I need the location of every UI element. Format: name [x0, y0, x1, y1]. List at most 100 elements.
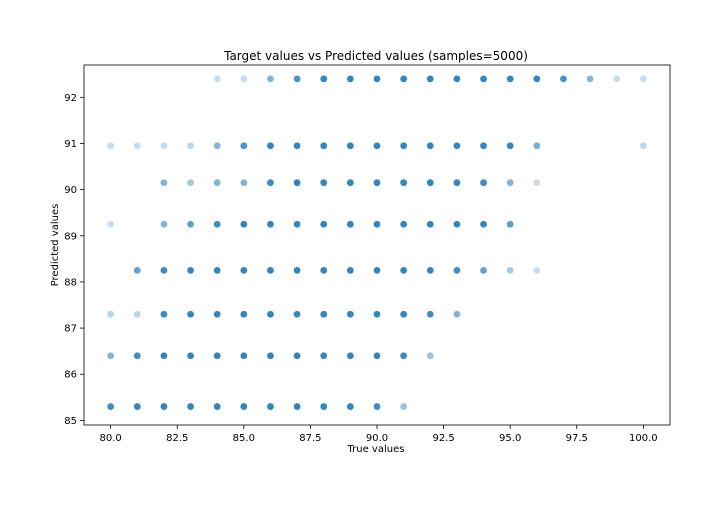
data-point	[267, 220, 274, 228]
y-axis-label: Predicted values	[50, 204, 61, 287]
data-point	[267, 179, 274, 187]
data-point	[533, 266, 541, 274]
data-point	[267, 352, 274, 360]
data-point	[213, 310, 221, 318]
x-tick-label: 95.0	[499, 433, 521, 444]
y-tick-label: 92	[64, 93, 77, 104]
data-point	[373, 142, 381, 150]
data-point	[373, 266, 381, 274]
data-point	[293, 75, 301, 83]
data-point	[160, 220, 168, 228]
data-point	[187, 220, 194, 228]
data-point	[560, 75, 567, 83]
data-point	[453, 142, 461, 150]
data-point	[426, 266, 434, 274]
data-point	[187, 266, 194, 274]
data-point	[346, 179, 354, 187]
data-point	[453, 179, 461, 187]
data-point	[453, 220, 461, 228]
data-point	[133, 310, 141, 318]
data-point	[346, 142, 354, 150]
data-point	[400, 179, 408, 187]
data-point	[506, 220, 514, 228]
data-point	[160, 310, 168, 318]
data-point	[240, 352, 248, 360]
data-point	[240, 179, 248, 187]
data-point	[133, 403, 141, 410]
data-point	[400, 403, 408, 410]
y-tick-label: 89	[64, 231, 77, 242]
data-point	[213, 179, 221, 187]
y-tick-label: 86	[64, 370, 77, 381]
data-point	[267, 403, 274, 410]
y-tick-label: 91	[64, 139, 77, 150]
data-point	[187, 403, 194, 410]
data-point	[267, 310, 274, 318]
data-point	[293, 142, 301, 150]
data-point	[160, 403, 168, 410]
x-tick-label: 85.0	[233, 433, 255, 444]
data-point	[240, 310, 248, 318]
data-point	[613, 75, 621, 83]
data-point	[213, 220, 221, 228]
data-point	[160, 266, 168, 274]
data-point	[133, 142, 141, 150]
data-point	[320, 352, 328, 360]
data-point	[373, 75, 381, 83]
x-tick-label: 97.5	[566, 433, 588, 444]
data-point	[320, 310, 328, 318]
data-point	[533, 179, 541, 187]
data-point	[320, 266, 328, 274]
x-tick-label: 90.0	[366, 433, 388, 444]
data-point	[213, 266, 221, 274]
x-tick-label: 92.5	[432, 433, 454, 444]
data-point	[426, 75, 434, 83]
data-point	[426, 220, 434, 228]
data-point	[320, 220, 328, 228]
data-point	[373, 179, 381, 187]
data-point	[506, 266, 514, 274]
data-point	[267, 266, 274, 274]
data-point	[107, 403, 115, 410]
data-point	[346, 75, 354, 83]
data-point	[240, 142, 248, 150]
data-point	[453, 266, 461, 274]
data-point	[213, 75, 221, 83]
data-point	[533, 75, 541, 83]
data-point	[107, 310, 115, 318]
data-points	[107, 75, 647, 410]
data-point	[373, 220, 381, 228]
y-tick-label: 88	[64, 277, 77, 288]
data-point	[373, 310, 381, 318]
data-point	[480, 75, 487, 83]
data-point	[480, 179, 487, 187]
data-point	[480, 266, 487, 274]
data-point	[187, 310, 194, 318]
data-point	[320, 403, 328, 410]
data-point	[480, 142, 487, 150]
data-point	[267, 75, 274, 83]
data-point	[187, 142, 194, 150]
data-point	[240, 220, 248, 228]
data-point	[293, 266, 301, 274]
data-point	[426, 352, 434, 360]
data-point	[107, 142, 115, 150]
data-point	[533, 142, 541, 150]
data-point	[400, 310, 408, 318]
data-point	[346, 352, 354, 360]
x-tick-label: 80.0	[100, 433, 122, 444]
data-point	[240, 75, 248, 83]
x-axis-label: True values	[347, 444, 405, 455]
data-point	[213, 352, 221, 360]
data-point	[293, 310, 301, 318]
data-point	[133, 352, 141, 360]
data-point	[506, 142, 514, 150]
data-point	[639, 142, 647, 150]
y-axis-ticks: 85 86 87 88 89 90 91 92	[64, 93, 84, 427]
data-point	[187, 352, 194, 360]
data-point	[586, 75, 594, 83]
data-point	[133, 266, 141, 274]
data-point	[426, 142, 434, 150]
data-point	[346, 220, 354, 228]
